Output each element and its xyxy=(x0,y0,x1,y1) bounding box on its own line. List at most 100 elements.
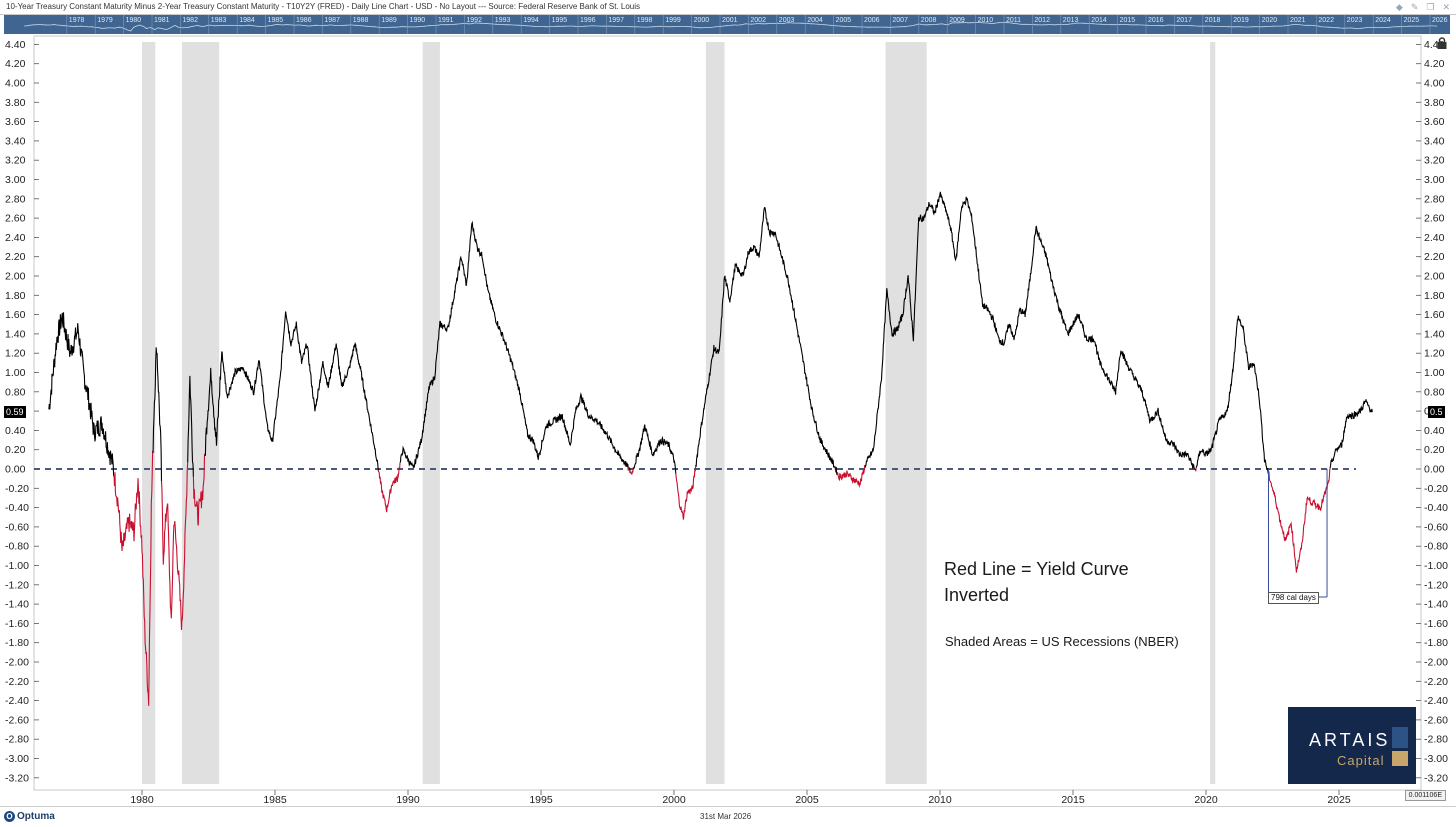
y-tick-label-right: -3.20 xyxy=(1424,772,1448,784)
y-tick-label-left: -2.20 xyxy=(5,676,29,688)
y-tick-label-right: -2.00 xyxy=(1424,657,1448,669)
y-tick-label-left: -1.60 xyxy=(5,618,29,630)
x-tick-label: 2020 xyxy=(1194,794,1218,806)
y-tick-label-left: 3.40 xyxy=(5,135,26,147)
optuma-icon: O xyxy=(4,811,15,822)
x-tick-label: 2005 xyxy=(795,794,819,806)
y-tick-label-right: -0.20 xyxy=(1424,483,1448,495)
y-tick-label-right: 2.60 xyxy=(1424,213,1445,225)
y-tick-label-left: 0.00 xyxy=(5,464,26,476)
scale-field[interactable]: 0.001106E xyxy=(1405,790,1446,801)
y-tick-label-right: 2.20 xyxy=(1424,251,1445,263)
x-tick-label: 1980 xyxy=(130,794,154,806)
y-tick-label-right: 0.20 xyxy=(1424,444,1445,456)
y-tick-label-right: -2.80 xyxy=(1424,734,1448,746)
y-tick-label-right: 0.40 xyxy=(1424,425,1445,437)
y-tick-label-left: 2.80 xyxy=(5,193,26,205)
y-tick-label-right: 4.00 xyxy=(1424,78,1445,90)
optuma-label: Optuma xyxy=(17,811,55,822)
y-tick-label-left: -1.00 xyxy=(5,560,29,572)
y-tick-label-right: -2.20 xyxy=(1424,676,1448,688)
y-tick-label-left: -0.80 xyxy=(5,541,29,553)
x-tick-label: 1985 xyxy=(263,794,287,806)
spread-segment xyxy=(1196,316,1268,474)
y-tick-label-left: 1.80 xyxy=(5,290,26,302)
spread-segment xyxy=(205,312,379,471)
y-tick-label-right: 4.20 xyxy=(1424,58,1445,70)
x-tick-label: 2000 xyxy=(662,794,686,806)
logo-square-gold xyxy=(1392,751,1408,766)
y-tick-label-left: -0.20 xyxy=(5,483,29,495)
annotation-recessions: Shaded Areas = US Recessions (NBER) xyxy=(945,634,1179,649)
y-tick-label-right: -1.00 xyxy=(1424,560,1448,572)
y-tick-label-left: -0.40 xyxy=(5,502,29,514)
y-tick-label-left: 3.80 xyxy=(5,97,26,109)
y-tick-label-right: 2.00 xyxy=(1424,271,1445,283)
y-tick-label-left: -1.80 xyxy=(5,637,29,649)
y-tick-label-left: -3.20 xyxy=(5,772,29,784)
y-tick-label-right: -0.60 xyxy=(1424,521,1448,533)
y-tick-label-left: 2.40 xyxy=(5,232,26,244)
lock-icon[interactable] xyxy=(1436,37,1448,49)
y-tick-label-right: -0.80 xyxy=(1424,541,1448,553)
y-tick-label-left: 2.00 xyxy=(5,271,26,283)
annotation-inverted: Red Line = Yield Curve Inverted xyxy=(944,556,1184,608)
spread-segment xyxy=(1330,399,1372,468)
y-tick-label-left: -2.40 xyxy=(5,695,29,707)
y-tick-label-left: 3.00 xyxy=(5,174,26,186)
y-tick-label-right: -0.40 xyxy=(1424,502,1448,514)
y-tick-label-left: -2.60 xyxy=(5,714,29,726)
recession-band xyxy=(706,42,725,784)
y-tick-label-left: 3.20 xyxy=(5,155,26,167)
inverted-segment xyxy=(676,465,696,519)
recession-band xyxy=(885,42,926,784)
inverted-segment xyxy=(378,468,399,513)
y-tick-label-right: 0.80 xyxy=(1424,386,1445,398)
x-tick-label: 2025 xyxy=(1327,794,1351,806)
y-tick-label-left: -1.20 xyxy=(5,579,29,591)
artais-logo: ARTAIS Capital xyxy=(1288,707,1416,784)
spread-segment xyxy=(1195,469,1196,470)
spread-segment xyxy=(49,312,114,475)
y-tick-label-right: 1.60 xyxy=(1424,309,1445,321)
y-tick-label-right: 3.20 xyxy=(1424,155,1445,167)
y-tick-label-right: 3.60 xyxy=(1424,116,1445,128)
footer-date: 31st Mar 2026 xyxy=(700,812,751,821)
recession-band xyxy=(1210,42,1215,784)
y-tick-label-left: -0.60 xyxy=(5,521,29,533)
y-tick-label-left: 0.40 xyxy=(5,425,26,437)
y-tick-label-left: 2.20 xyxy=(5,251,26,263)
y-tick-label-right: -2.40 xyxy=(1424,695,1448,707)
y-tick-label-left: -2.00 xyxy=(5,657,29,669)
measurement-label: 798 cal days xyxy=(1268,592,1319,604)
y-tick-label-left: -1.40 xyxy=(5,599,29,611)
y-tick-label-left: 0.20 xyxy=(5,444,26,456)
y-tick-label-right: -2.60 xyxy=(1424,714,1448,726)
y-tick-label-left: 0.80 xyxy=(5,386,26,398)
brand-name: ARTAIS xyxy=(1309,730,1390,751)
y-tick-label-right: 1.00 xyxy=(1424,367,1445,379)
spread-segment xyxy=(633,425,676,474)
y-tick-label-right: 3.40 xyxy=(1424,135,1445,147)
x-tick-label: 2015 xyxy=(1061,794,1085,806)
last-value-label-left: 0.59 xyxy=(4,406,26,418)
y-tick-label-right: 1.80 xyxy=(1424,290,1445,302)
y-tick-label-right: 2.40 xyxy=(1424,232,1445,244)
y-tick-label-right: 0.00 xyxy=(1424,464,1445,476)
x-tick-label: 1990 xyxy=(396,794,420,806)
y-tick-label-right: 3.00 xyxy=(1424,174,1445,186)
inverted-segment xyxy=(1268,468,1330,572)
y-tick-label-left: 1.00 xyxy=(5,367,26,379)
y-tick-label-left: 3.60 xyxy=(5,116,26,128)
y-tick-label-left: 1.20 xyxy=(5,348,26,360)
y-tick-label-left: -2.80 xyxy=(5,734,29,746)
y-tick-label-left: 2.60 xyxy=(5,213,26,225)
y-tick-label-right: -3.00 xyxy=(1424,753,1448,765)
y-tick-label-right: -1.80 xyxy=(1424,637,1448,649)
y-tick-label-left: 4.00 xyxy=(5,78,26,90)
inverted-segment xyxy=(1195,468,1196,472)
y-tick-label-left: -3.00 xyxy=(5,753,29,765)
y-tick-label-right: 2.80 xyxy=(1424,193,1445,205)
y-tick-label-right: 1.20 xyxy=(1424,348,1445,360)
